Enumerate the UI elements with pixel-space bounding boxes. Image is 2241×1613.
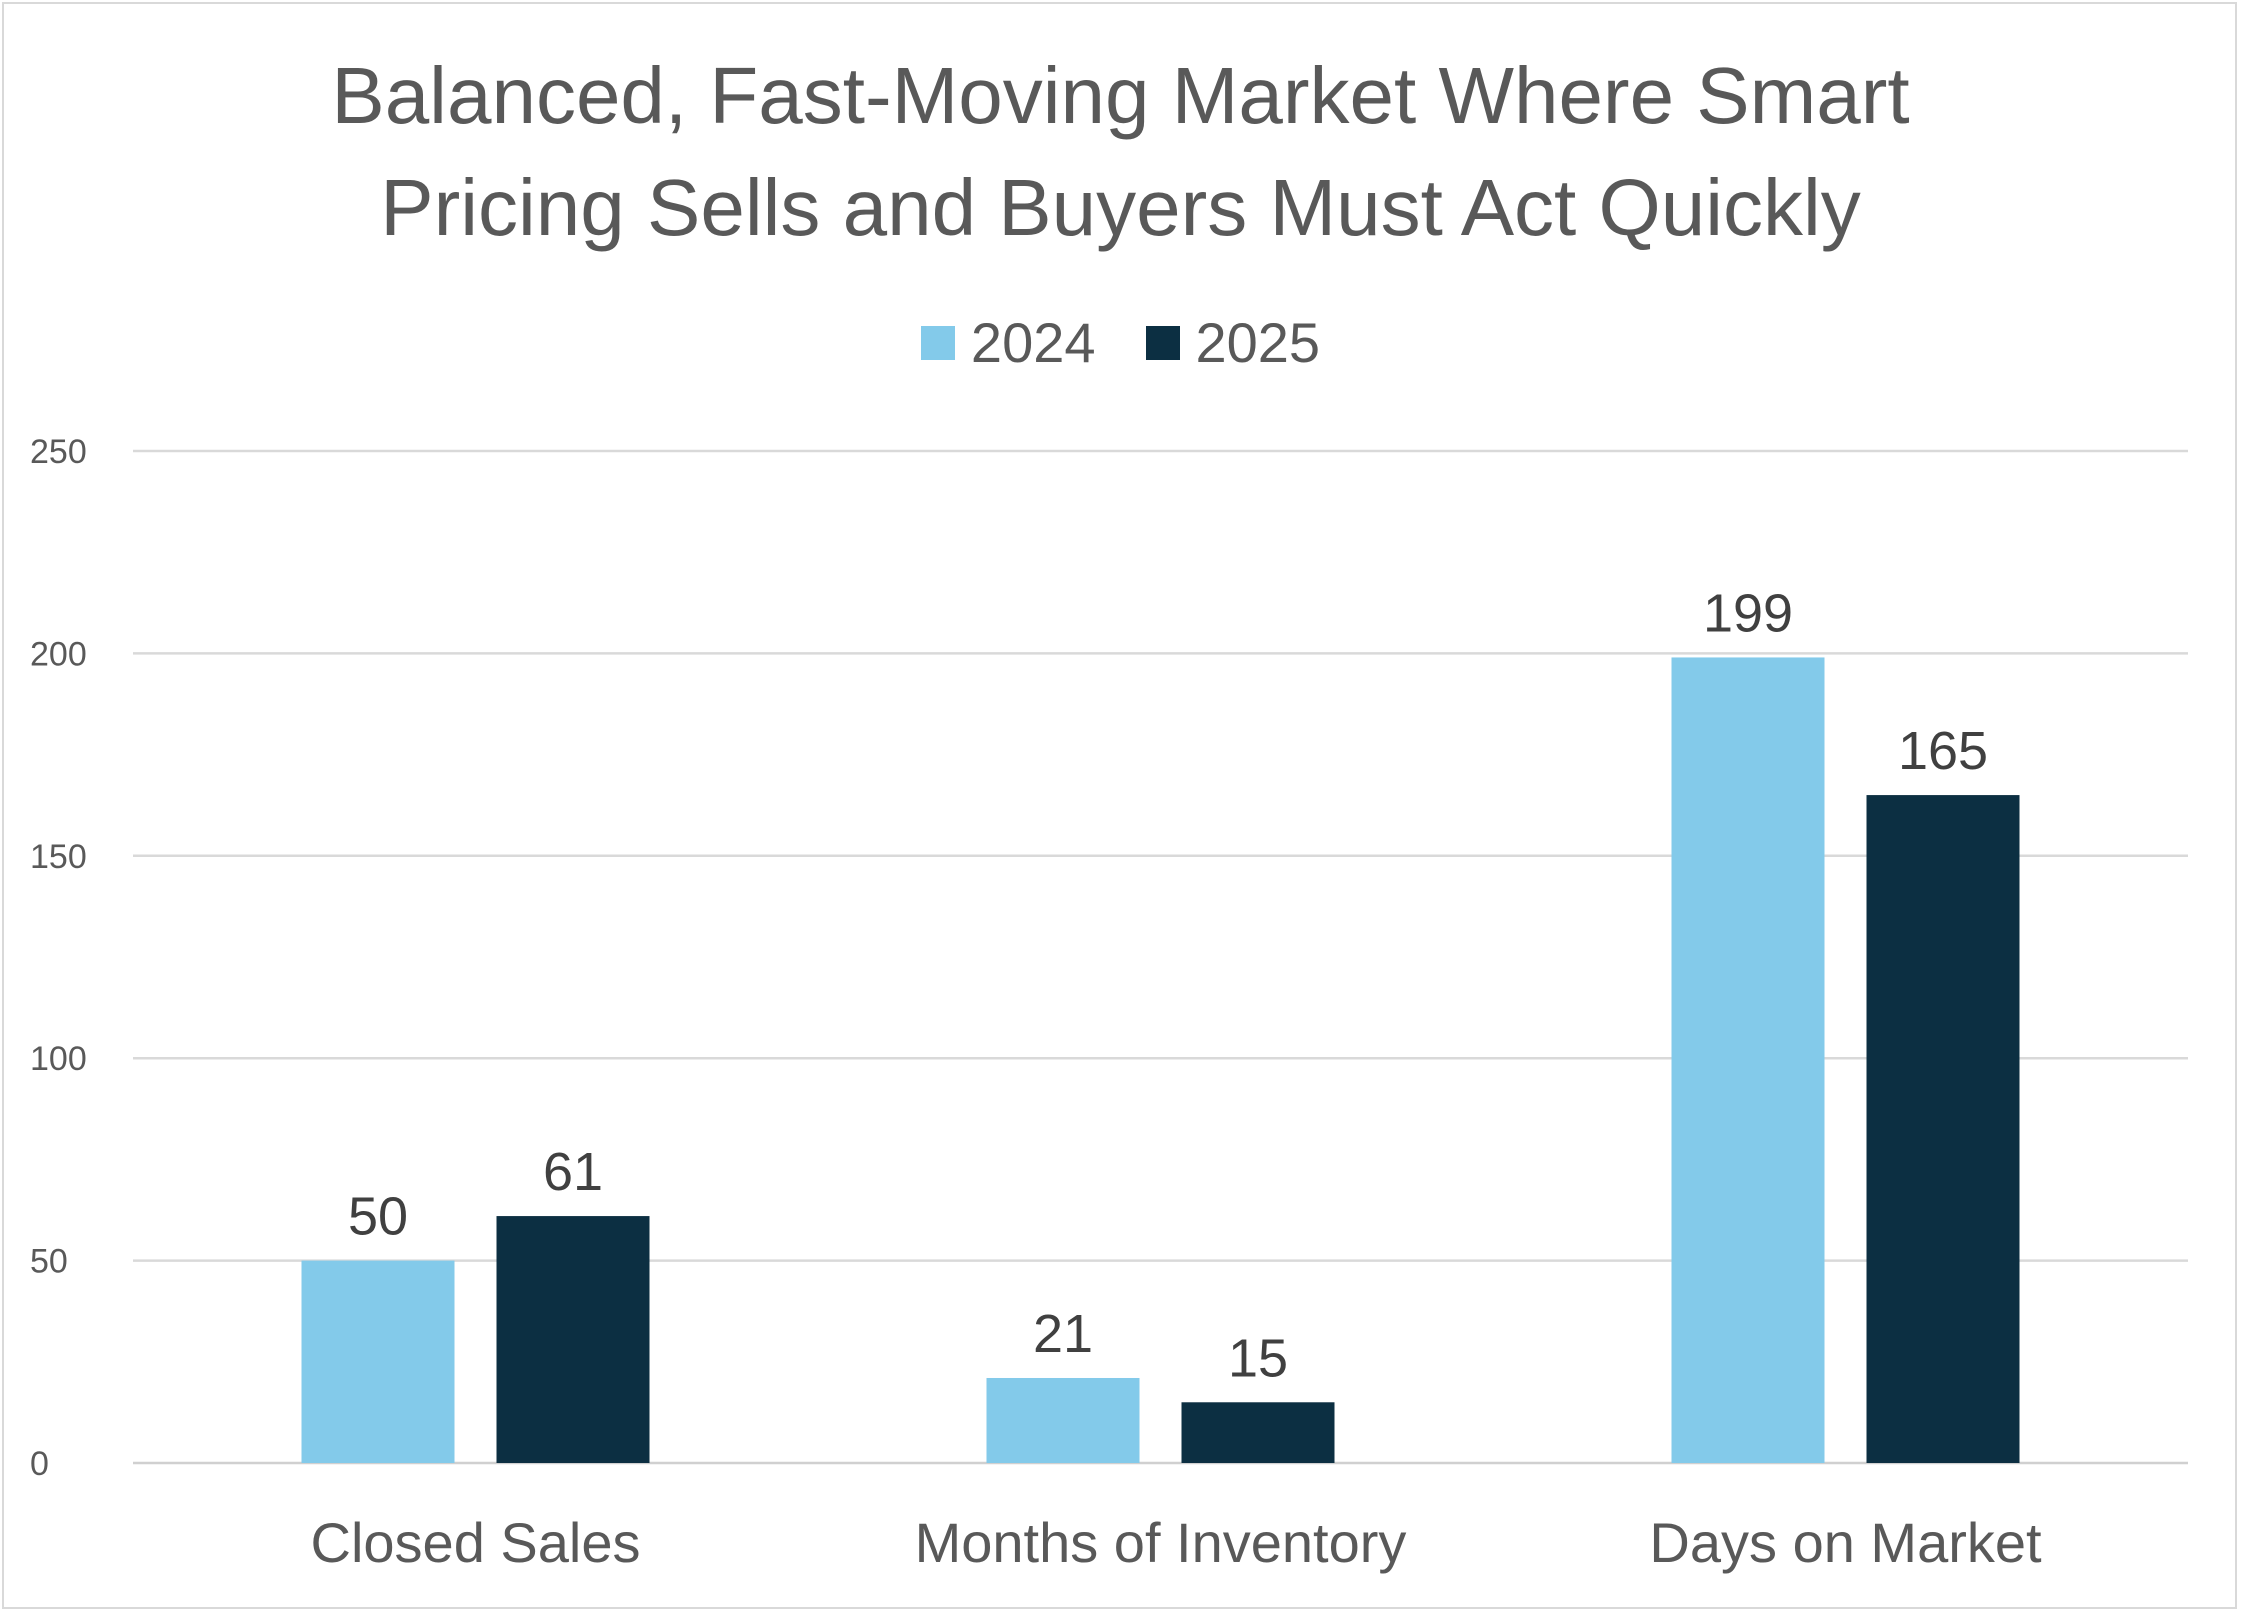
chart-title-line-1: Balanced, Fast-Moving Market Where Smart: [331, 51, 1910, 140]
bar-2025: [1866, 795, 2020, 1463]
bar-2024: [301, 1260, 455, 1463]
y-tick-label: 0: [30, 1445, 49, 1483]
data-label: 50: [348, 1187, 408, 1247]
data-label: 61: [543, 1142, 603, 1202]
legend-swatch-2025: [1145, 325, 1180, 360]
legend-item-2024: 2024: [920, 310, 1096, 375]
bar-2025: [496, 1216, 650, 1463]
data-label: 21: [1033, 1304, 1093, 1364]
y-tick-label: 150: [30, 838, 87, 876]
bar-2025: [1181, 1402, 1335, 1463]
data-label: 165: [1898, 721, 1988, 781]
legend: 2024 2025: [0, 310, 2241, 375]
x-category-label: Months of Inventory: [915, 1511, 1407, 1574]
data-label: 15: [1228, 1328, 1288, 1388]
bar-2024: [986, 1377, 1140, 1463]
legend-swatch-2024: [920, 325, 955, 360]
x-category-label: Days on Market: [1649, 1511, 2042, 1574]
chart-title-line-2: Pricing Sells and Buyers Must Act Quickl…: [380, 163, 1861, 252]
x-category-label: Closed Sales: [311, 1511, 641, 1574]
y-tick-label: 250: [30, 433, 87, 471]
legend-label-2025: 2025: [1195, 311, 1321, 374]
legend-item-2025: 2025: [1145, 310, 1321, 375]
bar-2024: [1671, 657, 1825, 1463]
legend-label-2024: 2024: [970, 311, 1096, 374]
data-label: 199: [1703, 583, 1793, 643]
y-tick-label: 100: [30, 1040, 87, 1078]
y-tick-label: 50: [30, 1243, 68, 1281]
y-tick-label: 200: [30, 635, 87, 673]
